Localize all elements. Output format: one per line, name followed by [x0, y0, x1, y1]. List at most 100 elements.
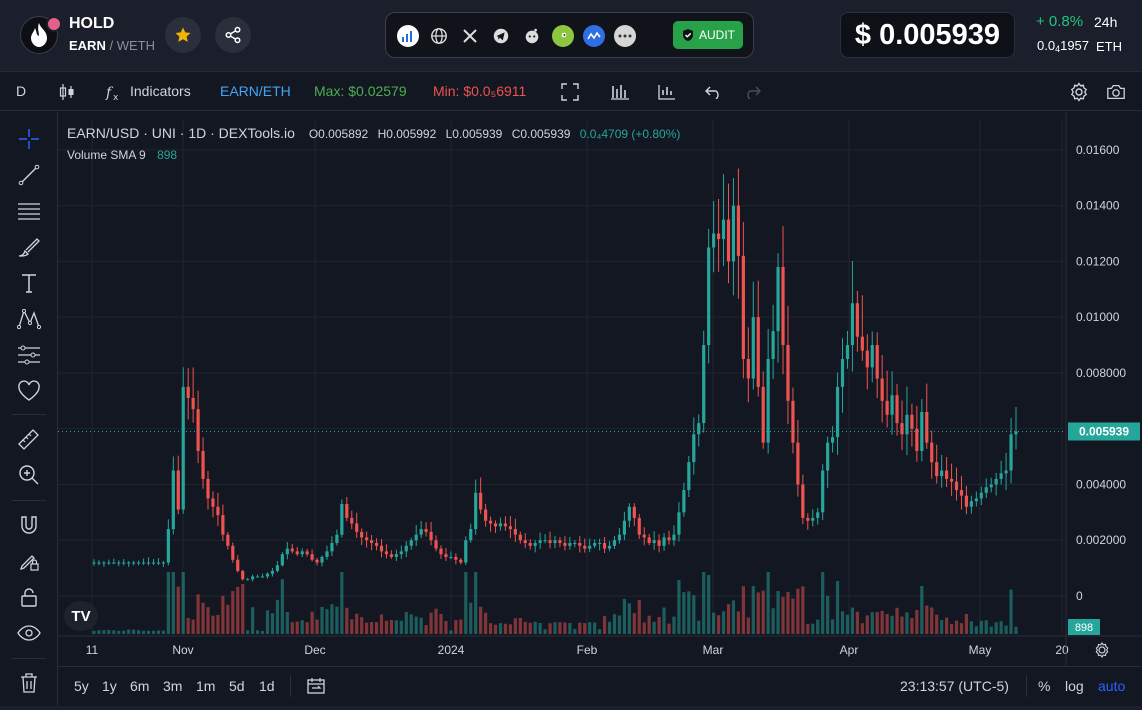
magnet-icon[interactable] — [16, 512, 42, 538]
range-6m[interactable]: 6m — [130, 678, 150, 694]
resize-handle[interactable] — [0, 706, 1142, 710]
candles — [92, 168, 1018, 582]
fullscreen-icon[interactable] — [560, 82, 580, 102]
pair-toggle[interactable]: EARN/ETH — [220, 83, 291, 99]
volume-bar — [241, 583, 245, 634]
candle-body — [429, 531, 433, 541]
more-icon[interactable] — [614, 25, 636, 47]
candle-body — [702, 345, 706, 424]
candle-body — [786, 345, 790, 401]
volume-bar — [593, 622, 597, 634]
x-icon[interactable] — [459, 25, 481, 47]
candle-body — [538, 540, 542, 544]
redo-icon[interactable] — [742, 82, 762, 102]
compare-icon[interactable] — [657, 82, 677, 102]
x-tick-label: Apr — [840, 643, 859, 657]
zoom-in-icon[interactable] — [16, 462, 42, 488]
interval-selector[interactable]: D — [16, 83, 27, 99]
volume-bar — [821, 572, 825, 634]
telegram-icon[interactable] — [490, 25, 512, 47]
undo-icon[interactable] — [704, 82, 724, 102]
volume-bar — [756, 592, 760, 634]
candle-body — [503, 523, 508, 527]
volume-bar — [632, 613, 636, 634]
horizontal-lines-icon[interactable] — [16, 198, 42, 224]
price-chart[interactable]: 0.01600 0.01400 0.01200 0.01000 0.008000 0.00… — [58, 112, 1142, 666]
candle-body — [439, 548, 443, 555]
auto-toggle[interactable]: auto — [1098, 678, 1126, 694]
clock[interactable]: 23:13:57 (UTC-5) — [900, 678, 1009, 694]
volume-bar — [1014, 626, 1018, 634]
volume-bar — [895, 607, 899, 634]
candle-body — [984, 487, 988, 493]
audit-button[interactable]: AUDIT — [673, 21, 743, 49]
volume-bar — [132, 629, 136, 634]
volume-bar — [186, 618, 190, 634]
candle-body — [617, 534, 622, 541]
volume-bar — [548, 623, 552, 634]
heart-icon[interactable] — [16, 378, 42, 404]
pattern-icon[interactable] — [16, 306, 42, 332]
share-button[interactable] — [215, 17, 251, 53]
lock-drawing-icon[interactable] — [16, 548, 42, 574]
reddit-icon[interactable] — [521, 25, 543, 47]
volume-bar — [137, 630, 141, 634]
indicators-button[interactable]: Indicators — [130, 83, 191, 99]
prediction-icon[interactable] — [16, 342, 42, 368]
candle-body — [994, 478, 998, 485]
lock-icon[interactable] — [16, 584, 42, 610]
trash-icon[interactable] — [16, 670, 42, 696]
volume-bar — [692, 595, 696, 634]
coinmarketcap-icon[interactable] — [583, 25, 605, 47]
volume-bar — [260, 630, 265, 634]
candle-type-icon[interactable] — [57, 82, 77, 102]
y-tick-label: 0.01200 — [1076, 254, 1120, 268]
date-range-icon[interactable] — [306, 677, 326, 698]
favorite-button[interactable] — [165, 17, 201, 53]
range-3m[interactable]: 3m — [163, 678, 183, 694]
candle-body — [409, 540, 413, 546]
volume-badge-label: 898 — [1075, 622, 1093, 634]
volume-bar — [424, 625, 428, 634]
candle-body — [206, 478, 210, 499]
chain-badge-icon — [46, 16, 62, 32]
log-toggle[interactable]: log — [1065, 678, 1084, 694]
range-5d[interactable]: 5d — [229, 678, 245, 694]
globe-icon[interactable] — [428, 25, 450, 47]
volume-bar — [741, 586, 745, 634]
text-tool-icon[interactable] — [16, 270, 42, 296]
candle-body — [1009, 434, 1013, 471]
trend-line-icon[interactable] — [16, 162, 42, 188]
candle-body — [563, 543, 567, 546]
brush-icon[interactable] — [16, 234, 42, 260]
tradingview-logo[interactable]: TV — [64, 601, 98, 631]
percent-toggle[interactable]: % — [1038, 678, 1051, 694]
chart-style-icon[interactable] — [610, 82, 630, 102]
volume-bar — [677, 580, 681, 634]
pair-quote: WETH — [116, 38, 155, 53]
volume-bar — [647, 615, 651, 634]
candle-body — [464, 540, 468, 563]
range-1y[interactable]: 1y — [102, 678, 117, 694]
camera-icon[interactable] — [1106, 82, 1126, 102]
range-5y[interactable]: 5y — [74, 678, 89, 694]
candle-body — [345, 503, 349, 518]
settings-icon[interactable] — [1069, 82, 1089, 102]
range-1d[interactable]: 1d — [259, 678, 275, 694]
volume-badge — [1068, 619, 1100, 635]
legend-close: C0.005939 — [511, 127, 571, 141]
volume-bar — [275, 599, 280, 634]
flame-icon — [31, 23, 47, 47]
coingecko-icon[interactable] — [552, 25, 574, 47]
range-1m[interactable]: 1m — [196, 678, 216, 694]
ruler-icon[interactable] — [16, 426, 42, 452]
candle-body — [598, 543, 602, 545]
volume-bar — [583, 623, 587, 634]
chart-icon[interactable] — [397, 25, 419, 47]
volume-bar — [523, 621, 527, 634]
crosshair-icon[interactable] — [16, 126, 42, 152]
eye-icon[interactable] — [16, 620, 42, 646]
volume-bar — [816, 619, 820, 634]
volume-bar — [117, 630, 121, 634]
